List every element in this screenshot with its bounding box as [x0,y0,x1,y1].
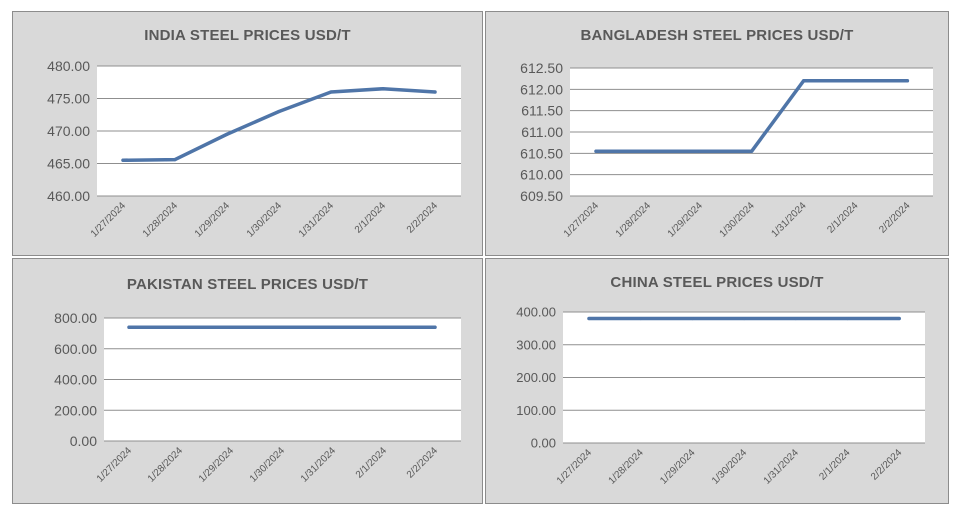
y-tick-label: 465.00 [47,156,90,172]
y-tick-label: 800.00 [54,310,97,326]
x-tick-label: 1/29/2024 [193,200,233,240]
x-tick-label: 2/1/2024 [353,200,389,236]
x-tick-label: 1/28/2024 [607,447,647,487]
data-point [646,149,650,153]
x-tick-label: 2/2/2024 [869,447,905,483]
x-tick-label: 2/2/2024 [405,445,441,481]
y-tick-label: 612.50 [520,60,563,76]
y-tick-label: 100.00 [516,403,556,418]
x-tick-label: 2/1/2024 [817,447,853,483]
data-point [742,316,746,321]
data-point [178,325,182,329]
pakistan-chart-panel: PAKISTAN STEEL PRICES USD/T 0.00 200.00 40… [12,258,483,504]
x-tick-label: 1/27/2024 [95,445,135,485]
data-point [229,325,233,329]
data-point [845,316,850,321]
data-point [587,316,591,321]
x-tick-label: 2/1/2024 [354,445,390,481]
data-point [690,316,694,321]
x-tick-label: 1/31/2024 [297,200,337,240]
y-tick-label: 200.00 [516,370,556,385]
y-tick-label: 400.00 [54,372,97,388]
india-chart-plot: 460.00 465.00 470.00 475.00 480.00 1/27/2024 1… [47,58,461,240]
x-tick-label: 1/30/2024 [718,200,758,240]
data-point [381,87,385,91]
india-chart-title: INDIA STEEL PRICES USD/T [144,27,351,44]
x-tick-label: 1/28/2024 [614,200,654,240]
x-tick-label: 1/31/2024 [299,445,339,485]
x-tick-label: 2/2/2024 [877,200,913,236]
data-point [280,325,284,329]
data-point [277,109,281,114]
data-point [225,132,229,136]
bangladesh-chart-title: BANGLADESH STEEL PRICES USD/T [580,27,854,44]
x-tick-label: 1/27/2024 [555,447,595,487]
x-tick-label: 1/27/2024 [562,200,602,240]
china-chart-title: CHINA STEEL PRICES USD/T [610,274,824,291]
y-tick-label: 460.00 [47,188,90,204]
x-tick-label: 1/28/2024 [146,445,186,485]
x-tick-label: 1/30/2024 [248,445,288,485]
y-tick-label: 0.00 [531,436,556,451]
india-chart-panel: INDIA STEEL PRICES USD/T 460.00 465.00 470… [12,11,483,256]
y-tick-label: 480.00 [47,58,90,74]
y-tick-label: 400.00 [516,305,556,320]
x-tick-label: 1/28/2024 [141,200,181,240]
data-point [329,90,333,94]
x-tick-label: 2/2/2024 [405,200,441,236]
china-chart-plot: 0.00 100.00 200.00 300.00 400.00 1/27/2024 1/2… [516,305,925,487]
x-tick-label: 1/30/2024 [245,200,285,240]
y-tick-label: 610.50 [520,145,563,161]
data-point [905,79,909,83]
y-tick-label: 0.00 [70,433,97,449]
y-tick-label: 470.00 [47,123,90,139]
y-tick-label: 611.50 [521,103,563,119]
pakistan-chart-title: PAKISTAN STEEL PRICES USD/T [126,276,369,293]
data-point [173,158,177,162]
x-tick-label: 2/1/2024 [825,200,861,236]
bangladesh-chart-panel: BANGLADESH STEEL PRICES USD/T 609.50 610.… [485,11,949,256]
data-point [121,158,125,162]
x-tick-label: 1/27/2024 [89,200,129,240]
x-tick-label: 1/31/2024 [769,200,809,240]
x-tick-label: 1/29/2024 [666,200,706,240]
y-tick-label: 609.50 [520,188,563,204]
x-tick-label: 1/29/2024 [197,445,237,485]
y-tick-label: 600.00 [54,341,97,357]
data-point [433,325,437,329]
y-tick-label: 612.00 [520,81,563,97]
china-chart-panel: CHINA STEEL PRICES USD/T 0.00 100.00 200.0… [485,258,949,504]
y-tick-label: 200.00 [54,402,97,418]
pakistan-chart-plot: 0.00 200.00 400.00 600.00 800.00 1/27/2024 1/2… [54,310,461,485]
data-point [331,325,335,329]
x-tick-label: 1/29/2024 [658,447,698,487]
data-point [433,90,437,94]
data-point [750,149,754,153]
data-point [698,149,702,153]
data-point [802,79,806,83]
data-point [794,316,798,321]
x-tick-label: 1/30/2024 [710,447,750,487]
data-point [382,325,386,329]
y-tick-label: 611.00 [521,124,563,140]
data-point [639,316,643,321]
data-point [594,149,598,153]
y-tick-label: 300.00 [516,337,556,352]
data-point [127,325,131,329]
x-tick-label: 1/31/2024 [762,447,802,487]
data-point [853,79,858,83]
y-tick-label: 475.00 [47,91,90,107]
y-tick-label: 610.00 [520,167,563,183]
bangladesh-chart-plot: 609.50 610.00 610.50 611.00 611.50 612.00 612.… [520,60,933,240]
data-point [897,316,901,321]
